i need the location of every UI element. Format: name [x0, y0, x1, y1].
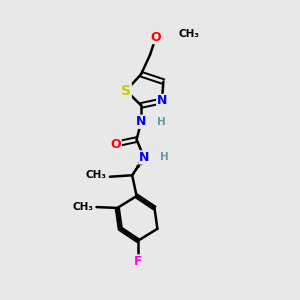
Text: S: S [121, 84, 131, 98]
Text: O: O [110, 138, 121, 151]
Text: N: N [157, 94, 167, 107]
Text: CH₃: CH₃ [86, 170, 107, 180]
Text: F: F [134, 255, 142, 268]
Text: CH₃: CH₃ [73, 202, 94, 212]
Text: N: N [139, 151, 149, 164]
Text: CH₃: CH₃ [178, 29, 199, 39]
Text: O: O [151, 31, 161, 44]
Text: H: H [160, 152, 169, 162]
Text: N: N [136, 115, 146, 128]
Text: H: H [158, 117, 166, 127]
